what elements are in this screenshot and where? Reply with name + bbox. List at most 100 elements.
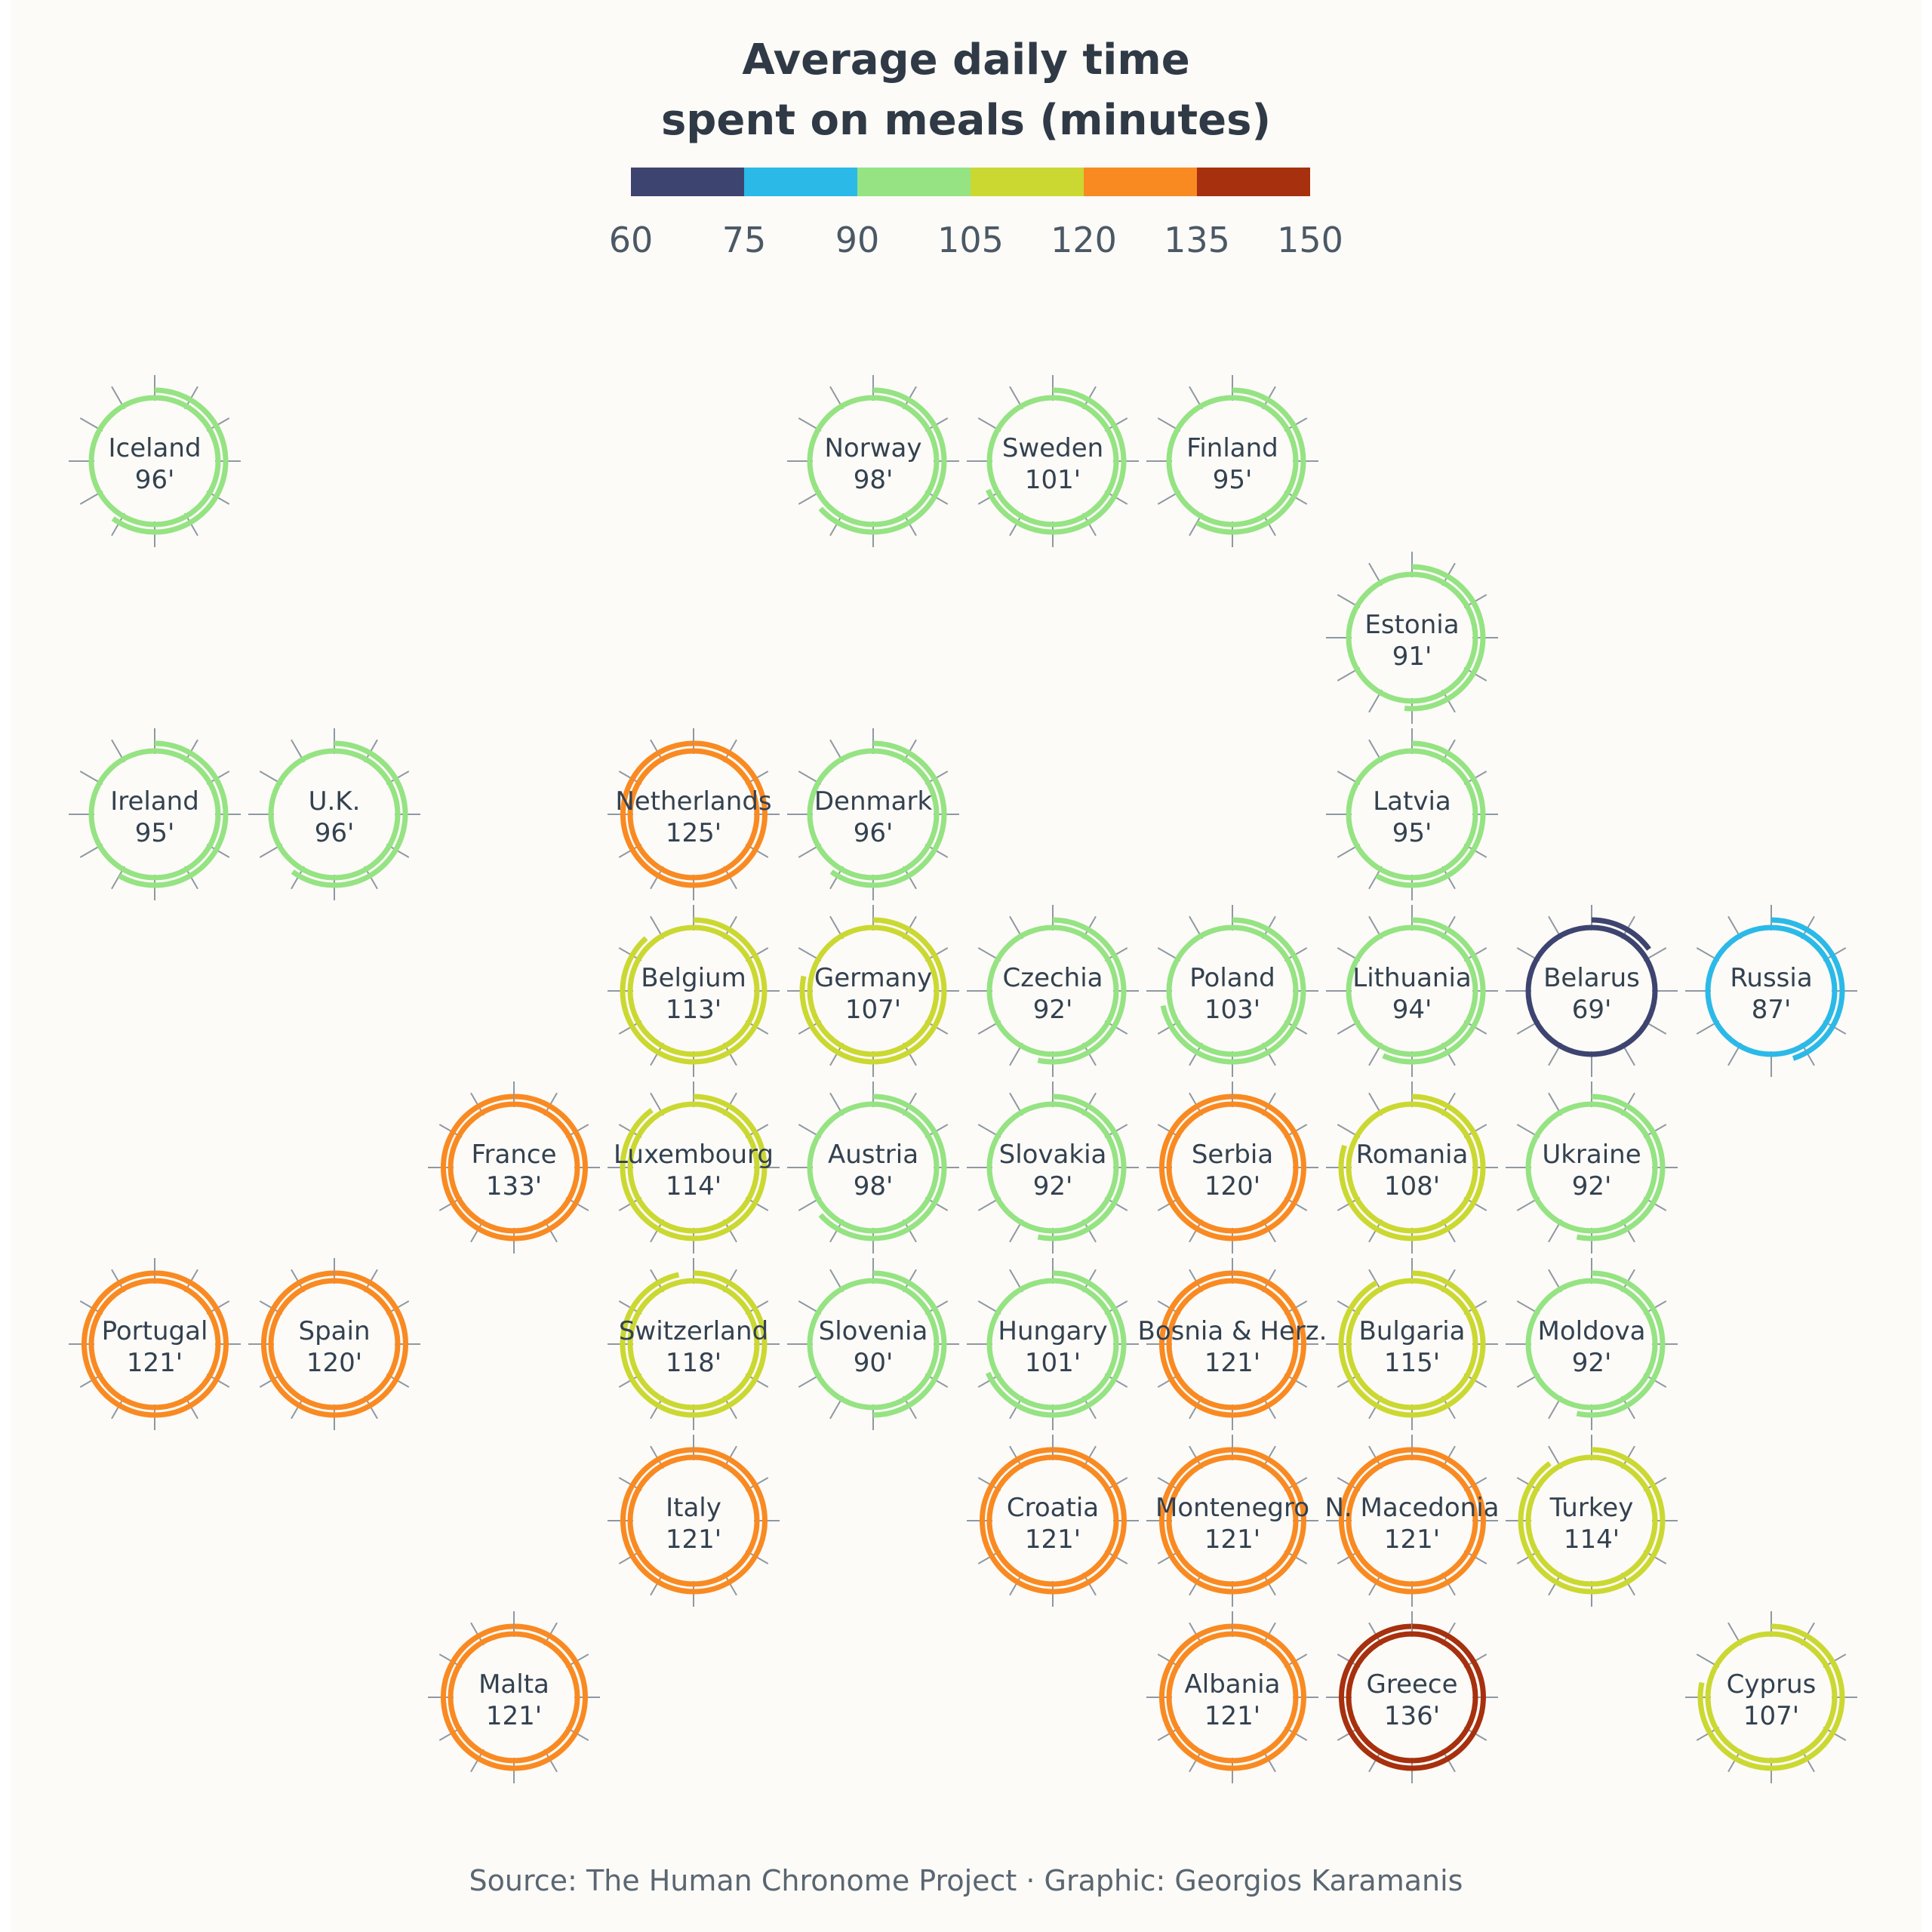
- minutes-arc: [1576, 1270, 1666, 1418]
- minutes-arc: [872, 1270, 947, 1418]
- hour-ring: [1346, 748, 1478, 881]
- minutes-arc: [620, 917, 768, 1065]
- country-value: 118': [666, 1348, 721, 1378]
- tile-map-chart: Average daily time spent on meals (minut…: [69, 35, 1857, 1897]
- legend-swatch: [1197, 168, 1310, 196]
- country-value: 121': [1204, 1524, 1260, 1555]
- hour-ring: [1166, 1278, 1299, 1411]
- minutes-arc: [440, 1094, 588, 1241]
- country-name: Denmark: [814, 786, 933, 817]
- hour-ring: [1346, 1101, 1478, 1234]
- minutes-arc: [985, 387, 1127, 535]
- country-value: 125': [666, 818, 721, 848]
- minutes-arc: [829, 740, 947, 888]
- minutes-arc: [1770, 917, 1845, 1061]
- minutes-arc: [1158, 1094, 1306, 1241]
- legend-tick-label: 60: [609, 220, 654, 260]
- country-name: Bosnia & Herz.: [1138, 1316, 1327, 1346]
- hour-ring: [1346, 924, 1478, 1057]
- hour-ring: [627, 1101, 760, 1234]
- minutes-arc: [1382, 917, 1486, 1065]
- minutes-arc: [620, 1447, 768, 1595]
- country-value: 95': [1392, 818, 1432, 848]
- country-value: 121': [486, 1701, 542, 1731]
- minutes-arc: [1195, 387, 1306, 535]
- hour-ring: [807, 1278, 940, 1411]
- color-legend: 60 75 90 105 120 135 150: [609, 168, 1343, 260]
- minutes-arc: [1158, 1623, 1306, 1771]
- country-value: 120': [306, 1348, 362, 1378]
- country-value: 95': [1213, 465, 1253, 495]
- minutes-arc: [1158, 1447, 1306, 1595]
- hour-ring: [986, 1278, 1119, 1411]
- country-value: 92': [1572, 1171, 1612, 1201]
- legend-swatch: [1084, 168, 1197, 196]
- country-value: 103': [1204, 995, 1260, 1025]
- legend-tick-label: 105: [937, 220, 1004, 260]
- hour-ring: [1166, 1454, 1299, 1587]
- country-name: N. Macedonia: [1324, 1493, 1499, 1523]
- country-tile: Bosnia & Herz.121': [1138, 1258, 1327, 1430]
- country-name: Italy: [666, 1493, 721, 1523]
- hour-ring: [1705, 1631, 1838, 1764]
- minutes-arc: [1576, 1094, 1666, 1241]
- legend-tick-label: 150: [1277, 220, 1343, 260]
- country-name: Lithuania: [1352, 963, 1471, 993]
- country-value: 121': [666, 1524, 721, 1555]
- country-value: 101': [1025, 465, 1081, 495]
- minutes-arc: [1158, 1270, 1306, 1418]
- country-name: Belarus: [1543, 963, 1640, 993]
- country-value: 92': [1572, 1348, 1612, 1378]
- hour-ring: [1525, 1101, 1658, 1234]
- country-name: Netherlands: [615, 786, 771, 817]
- country-value: 107': [845, 995, 901, 1025]
- minutes-arc: [799, 917, 947, 1065]
- country-name: Russia: [1730, 963, 1812, 993]
- country-name: Switzerland: [619, 1316, 768, 1346]
- hour-ring: [986, 924, 1119, 1057]
- hour-ring: [88, 1278, 221, 1411]
- country-name: Bulgaria: [1359, 1316, 1466, 1346]
- minutes-arc: [440, 1623, 588, 1771]
- country-name: Montenegro: [1155, 1493, 1309, 1523]
- country-value: 94': [1392, 995, 1432, 1025]
- hour-ring: [1166, 395, 1299, 528]
- chart-title-line-2: spent on meals (minutes): [661, 96, 1271, 145]
- country-name: France: [471, 1140, 556, 1170]
- country-value: 91': [1392, 641, 1432, 672]
- hour-ring: [448, 1101, 580, 1234]
- country-name: Ireland: [110, 786, 199, 817]
- country-value: 87': [1752, 995, 1792, 1025]
- country-value: 114': [666, 1171, 721, 1201]
- minutes-arc: [111, 387, 229, 535]
- country-value: 121': [127, 1348, 183, 1378]
- country-name: Greece: [1366, 1669, 1457, 1700]
- chart-title-line-1: Average daily time: [742, 35, 1189, 85]
- legend-tick-label: 90: [835, 220, 880, 260]
